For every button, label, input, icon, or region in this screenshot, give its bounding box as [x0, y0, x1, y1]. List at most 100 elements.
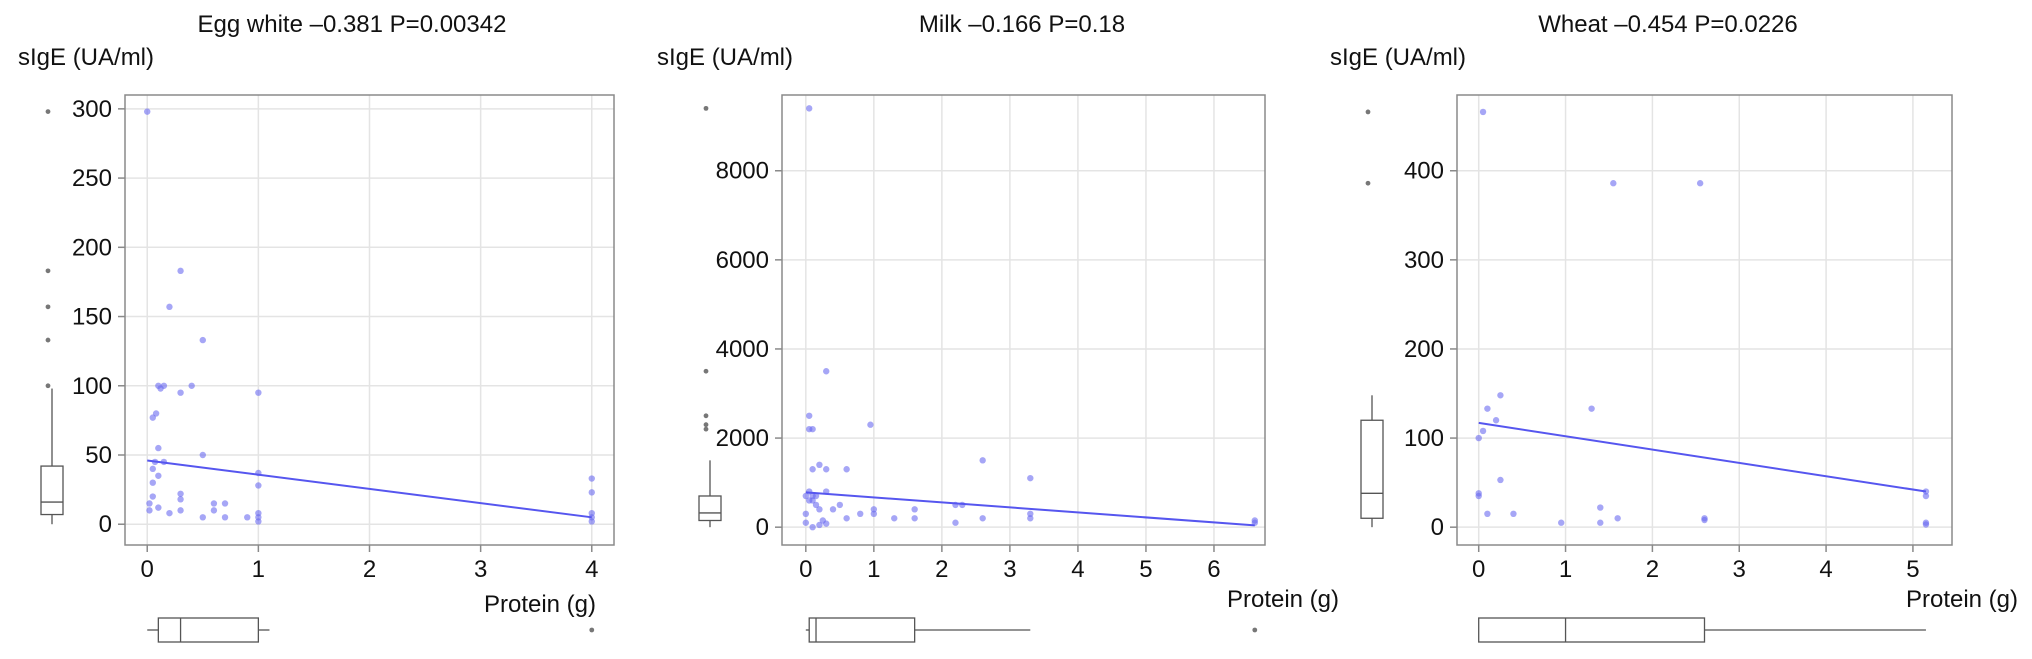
y-axis-label: sIgE (UA/ml)	[1330, 44, 1466, 71]
data-point	[802, 519, 810, 526]
x-tick-label: 5	[1139, 556, 1152, 583]
data-point	[819, 517, 827, 524]
y-tick-label: 50	[85, 442, 112, 469]
x-boxplot-box	[157, 617, 260, 643]
y-axis-label: sIgE (UA/ml)	[18, 44, 154, 71]
data-point	[843, 466, 850, 473]
data-point	[829, 506, 837, 513]
data-point	[809, 425, 816, 433]
data-point	[1614, 515, 1621, 522]
chart-title: Egg white –0.381 P=0.00342	[198, 11, 507, 38]
data-point	[149, 479, 156, 486]
data-point	[1588, 405, 1595, 412]
data-point	[816, 506, 823, 513]
data-point	[1484, 510, 1491, 518]
data-point	[1027, 510, 1034, 518]
data-point	[199, 336, 206, 344]
regression-line	[805, 491, 1255, 527]
data-point	[1497, 392, 1504, 399]
regression-line	[1478, 421, 1927, 493]
data-point	[809, 492, 816, 500]
y-tick-label: 150	[72, 304, 112, 331]
data-point	[149, 493, 156, 500]
data-point	[166, 509, 173, 517]
data-point	[1497, 476, 1504, 484]
data-point	[911, 506, 918, 513]
y-boxplot-outlier	[703, 105, 709, 111]
data-point	[806, 412, 813, 419]
y-tick-label: 0	[1431, 514, 1444, 541]
chart-title: Wheat –0.454 P=0.0226	[1538, 11, 1798, 38]
data-point	[823, 466, 830, 473]
data-point	[979, 515, 986, 522]
y-tick-label: 400	[1404, 158, 1444, 185]
data-point	[812, 501, 820, 509]
plot-frame	[1456, 94, 1953, 546]
y-boxplot-outlier	[45, 383, 51, 389]
data-point	[809, 466, 816, 473]
y-tick-label: 250	[72, 165, 112, 192]
y-boxplot-outlier	[703, 422, 709, 428]
x-tick-label: 5	[1906, 556, 1919, 583]
y-tick-label: 0	[99, 511, 112, 538]
y-boxplot-box	[40, 465, 64, 516]
y-boxplot-outlier	[45, 337, 51, 343]
y-boxplot-outlier	[703, 413, 709, 419]
data-point	[1479, 108, 1487, 116]
data-point	[188, 382, 195, 389]
data-point	[1597, 504, 1604, 511]
data-point	[146, 507, 153, 514]
x-axis-label: Protein (g)	[484, 591, 596, 618]
data-point	[891, 515, 898, 522]
data-point	[210, 500, 218, 507]
y-tick-label: 200	[1404, 336, 1444, 363]
data-point	[843, 515, 850, 522]
x-tick-label: 0	[1472, 556, 1485, 583]
data-point	[177, 490, 184, 497]
data-point	[806, 497, 813, 504]
data-point	[1922, 521, 1930, 528]
data-point	[1475, 492, 1482, 500]
data-point	[802, 510, 810, 518]
data-point	[1597, 519, 1604, 526]
data-point	[816, 521, 823, 529]
data-point	[149, 465, 156, 473]
data-point	[1922, 488, 1930, 495]
x-tick-label: 4	[1071, 556, 1084, 583]
x-boxplot-outlier	[589, 627, 595, 633]
data-point	[588, 489, 595, 496]
y-tick-label: 300	[1404, 247, 1444, 274]
data-point	[255, 482, 262, 489]
data-point	[199, 514, 206, 521]
data-point	[177, 496, 184, 503]
data-point	[867, 421, 874, 428]
data-point	[1027, 474, 1034, 482]
data-point	[177, 507, 184, 514]
data-point	[255, 514, 262, 521]
x-tick-label: 1	[252, 556, 265, 583]
panel-milk: Milk –0.166 P=0.18 sIgE (UA/ml) Protein …	[657, 11, 1339, 643]
y-boxplot-outlier	[703, 426, 709, 432]
data-point	[1510, 510, 1517, 518]
y-axis-label: sIgE (UA/ml)	[657, 44, 793, 71]
chart-title: Milk –0.166 P=0.18	[919, 11, 1125, 38]
data-point	[177, 267, 184, 275]
y-boxplot-outlier	[703, 368, 709, 374]
data-point	[155, 504, 162, 511]
data-point	[823, 368, 830, 375]
data-point	[160, 382, 168, 389]
data-point	[809, 523, 816, 531]
y-boxplot-outlier	[1365, 180, 1371, 186]
y-tick-label: 2000	[716, 425, 769, 452]
data-point	[802, 492, 810, 500]
y-tick-label: 200	[72, 234, 112, 261]
y-tick-label: 100	[72, 373, 112, 400]
data-point	[1696, 180, 1704, 187]
x-tick-label: 2	[363, 556, 376, 583]
y-tick-label: 8000	[716, 158, 769, 185]
data-point	[244, 514, 251, 521]
data-point	[1479, 427, 1487, 435]
x-boxplot-box	[808, 617, 916, 643]
x-tick-label: 0	[799, 556, 812, 583]
